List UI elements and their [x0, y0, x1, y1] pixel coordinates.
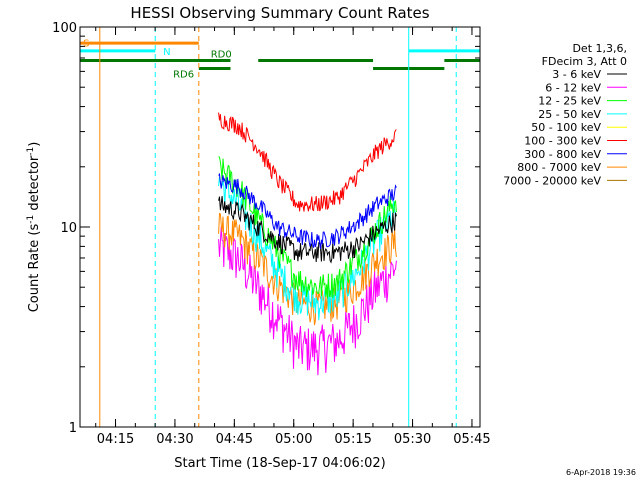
- y-tick-label-2: 100: [52, 21, 77, 36]
- flag-label-s: S: [83, 39, 89, 50]
- x-tick-label-1: 04:30: [156, 432, 193, 447]
- legend-label-7: 800 - 7000 keV: [517, 161, 601, 174]
- series-6_12keV: [218, 226, 397, 376]
- legend-label-5: 100 - 300 keV: [524, 135, 601, 148]
- series-layer: [218, 112, 397, 376]
- flag-label-rd0: RD0: [211, 49, 232, 60]
- legend-label-4: 50 - 100 keV: [531, 121, 601, 134]
- series-line-3_6keV: [218, 195, 397, 264]
- x-axis-label: Start Time (18-Sep-17 04:06:02): [174, 456, 385, 471]
- legend-header-line-2: FDecim 3, Att 0: [542, 55, 627, 68]
- legend-label-1: 6 - 12 keV: [545, 81, 601, 94]
- series-800_7000keV: [218, 212, 397, 326]
- y-axis-label: Count Rate (s-1 detector-1): [26, 142, 42, 313]
- series-3_6keV: [218, 195, 397, 264]
- legend-label-3: 25 - 50 keV: [538, 108, 601, 121]
- series-300_800keV: [218, 172, 397, 250]
- series-100_300keV: [218, 112, 397, 212]
- series-line-6_12keV: [218, 226, 397, 376]
- series-25_50keV: [218, 176, 397, 321]
- x-tick-label-3: 05:00: [275, 432, 312, 447]
- x-tick-label-5: 05:30: [394, 432, 431, 447]
- y-tick-label-0: 1: [69, 421, 77, 436]
- flag-label-rd6: RD6: [173, 70, 194, 81]
- x-tick-label-4: 05:15: [334, 432, 371, 447]
- series-line-25_50keV: [218, 176, 397, 321]
- x-tick-label-2: 04:45: [216, 432, 253, 447]
- y-axis: 1 10 100: [52, 21, 480, 436]
- x-tick-label-0: 04:15: [97, 432, 134, 447]
- legend-header-line-1: Det 1,3,6,: [572, 42, 627, 55]
- x-axis: 04:15 04:30 04:45 05:00 05:15 05:30 05:45: [95, 27, 491, 447]
- flag-label-n: N: [163, 47, 170, 58]
- series-line-800_7000keV: [218, 212, 397, 326]
- legend-label-8: 7000 - 20000 keV: [503, 174, 601, 187]
- x-tick-label-6: 05:45: [453, 432, 490, 447]
- y-tick-label-1: 10: [60, 221, 77, 236]
- vline-layer: [99, 27, 457, 427]
- chart-title: HESSI Observing Summary Count Rates: [130, 4, 429, 22]
- legend-label-2: 12 - 25 keV: [538, 95, 601, 108]
- legend-label-6: 300 - 800 keV: [524, 148, 601, 161]
- series-line-300_800keV: [218, 172, 397, 250]
- legend-label-0: 3 - 6 keV: [552, 68, 601, 81]
- footer-timestamp: 6-Apr-2018 19:36: [566, 468, 636, 477]
- flag-layer: S N RD0 RD6: [80, 39, 480, 81]
- series-line-100_300keV: [218, 112, 397, 212]
